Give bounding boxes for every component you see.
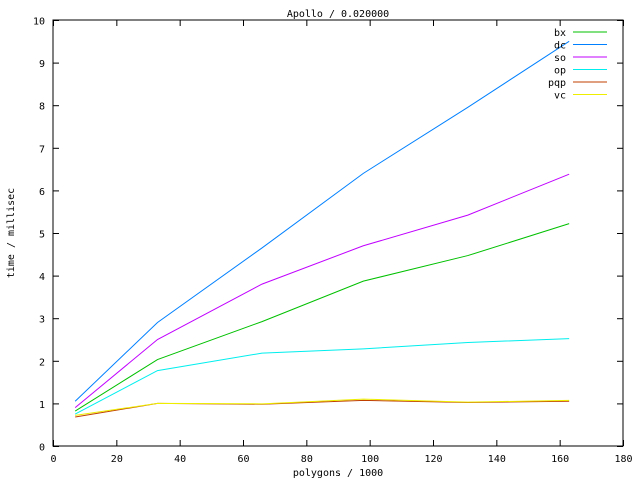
x-tick-label: 0 bbox=[50, 454, 56, 465]
y-tick-label: 4 bbox=[39, 272, 45, 283]
y-tick-label: 5 bbox=[39, 230, 45, 241]
legend-label-pqp: pqp bbox=[548, 78, 566, 89]
y-tick-label: 8 bbox=[39, 102, 45, 113]
y-tick-label: 3 bbox=[39, 315, 45, 326]
legend-label-dc: dc bbox=[554, 41, 566, 52]
series-line-op bbox=[74, 338, 570, 415]
chart-title: Apollo / 0.020000 bbox=[287, 9, 389, 20]
legend-label-so: so bbox=[554, 53, 566, 64]
y-axis-label: time / millisec bbox=[6, 188, 17, 278]
x-tick-label: 20 bbox=[111, 454, 123, 465]
y-tick-label: 6 bbox=[39, 187, 45, 198]
legend-label-op: op bbox=[554, 66, 566, 77]
x-tick-label: 100 bbox=[361, 454, 379, 465]
x-tick-label: 60 bbox=[237, 454, 249, 465]
legend-label-bx: bx bbox=[554, 28, 566, 39]
x-tick-label: 180 bbox=[614, 454, 632, 465]
y-tick-label: 9 bbox=[39, 59, 45, 70]
y-tick-label: 0 bbox=[39, 443, 45, 454]
series-line-so bbox=[74, 173, 570, 409]
y-tick-label: 10 bbox=[33, 17, 45, 28]
y-tick-label: 2 bbox=[39, 357, 45, 368]
y-tick-label: 7 bbox=[39, 144, 45, 155]
x-tick-label: 160 bbox=[551, 454, 569, 465]
legend-label-vc: vc bbox=[554, 91, 566, 102]
y-tick-label: 1 bbox=[39, 400, 45, 411]
plot-border bbox=[52, 19, 624, 447]
x-tick-label: 120 bbox=[424, 454, 442, 465]
series-line-bx bbox=[74, 223, 570, 412]
x-axis-label: polygons / 1000 bbox=[293, 468, 383, 479]
x-tick-label: 80 bbox=[301, 454, 313, 465]
x-tick-label: 40 bbox=[174, 454, 186, 465]
series-line-pqp bbox=[75, 399, 570, 418]
series-line-vc bbox=[75, 398, 570, 416]
series-line-dc bbox=[74, 40, 570, 402]
x-tick-label: 140 bbox=[488, 454, 506, 465]
